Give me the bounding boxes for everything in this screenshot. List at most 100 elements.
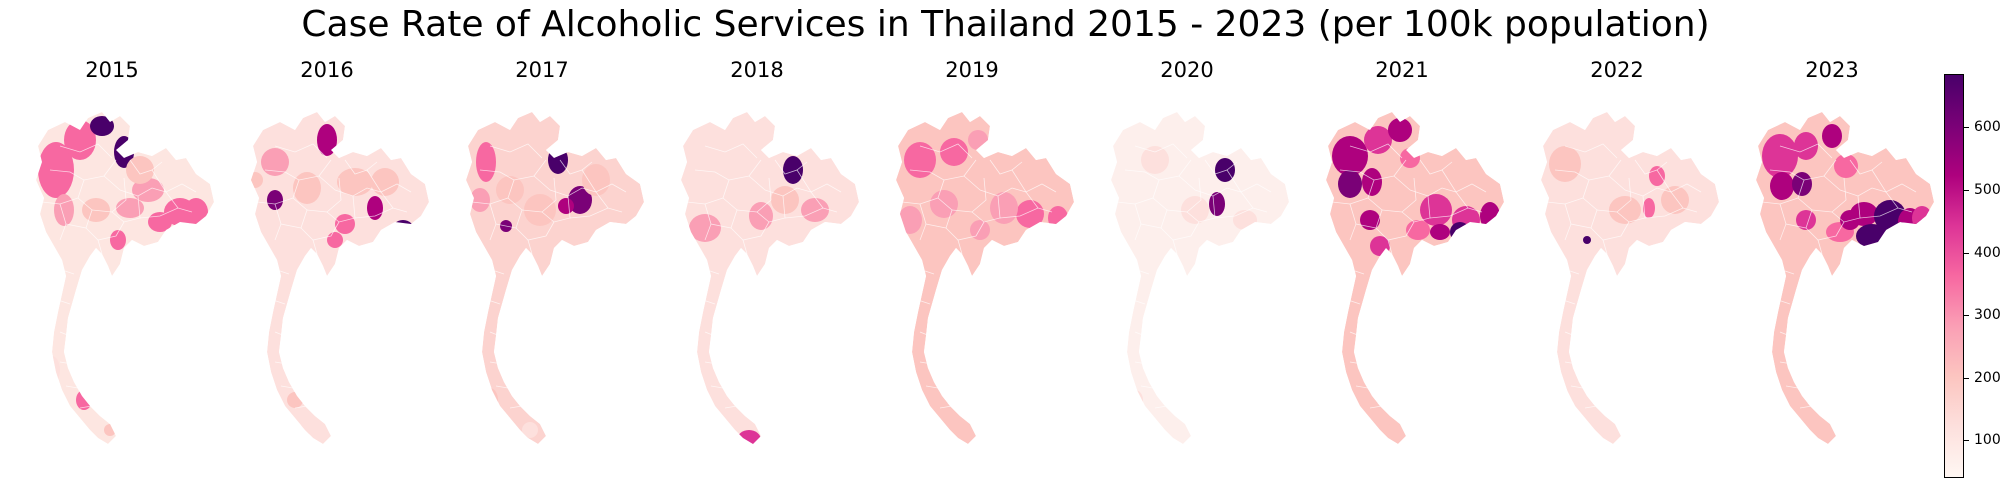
province-region [1215, 158, 1235, 182]
province-region [251, 172, 263, 188]
province-boundary [541, 195, 571, 223]
map-2021 [1326, 112, 1504, 444]
province-region [470, 188, 490, 212]
map-base-2020 [1111, 112, 1289, 444]
province-boundary [85, 221, 125, 241]
province-region [126, 156, 154, 184]
province-region [582, 164, 610, 196]
province-boundary [119, 187, 167, 197]
province-boundary [509, 405, 523, 409]
province-boundary [1194, 187, 1242, 197]
province-region [1840, 210, 1860, 230]
province-region [1770, 172, 1794, 200]
province-boundary [1339, 169, 1375, 199]
province-boundary [1124, 169, 1160, 199]
province-boundary [919, 143, 973, 159]
province-boundary [963, 159, 977, 177]
province-boundary [1885, 191, 1899, 209]
year-label-2016: 2016 [300, 58, 354, 82]
province-boundary [1596, 177, 1632, 213]
map-2019 [896, 112, 1074, 444]
province-region [558, 198, 574, 214]
province-boundary [489, 223, 497, 241]
map-2016 [251, 112, 429, 444]
province-boundary [1616, 195, 1646, 223]
province-region [54, 194, 74, 226]
province-boundary [1670, 191, 1684, 209]
colorbar-tick [1963, 253, 1969, 254]
province-boundary [1214, 207, 1268, 219]
province-boundary [139, 207, 193, 219]
province-boundary [1799, 405, 1813, 409]
province-region [990, 192, 1018, 224]
province-boundary [1369, 405, 1383, 409]
province-region [763, 452, 779, 468]
province-boundary [318, 159, 332, 177]
province-boundary [65, 385, 79, 389]
province-region [1796, 210, 1816, 230]
province-region [898, 206, 922, 234]
province-boundary [1186, 195, 1216, 223]
province-region [267, 190, 283, 210]
province-boundary [59, 223, 67, 241]
province-boundary [710, 385, 724, 389]
province-region [1412, 266, 1428, 286]
province-boundary [989, 159, 1023, 175]
province-boundary [1140, 385, 1154, 389]
province-region [1141, 146, 1169, 174]
province-region [1332, 136, 1368, 176]
province-boundary [736, 177, 772, 213]
year-label-2015: 2015 [85, 58, 139, 82]
province-boundary [1172, 239, 1178, 255]
province-boundary [971, 195, 1001, 223]
colorbar-tick-label: 600 [1974, 119, 2001, 135]
colorbar-tick [1963, 378, 1969, 379]
province-region [1912, 206, 1932, 230]
colorbar [1944, 74, 1964, 478]
year-label-2017: 2017 [515, 58, 569, 82]
province-boundary [1166, 177, 1202, 213]
map-2018 [681, 112, 859, 468]
province-boundary [1134, 143, 1188, 159]
province-region [956, 278, 976, 294]
province-boundary [742, 239, 748, 255]
year-label-2020: 2020 [1160, 58, 1214, 82]
province-boundary [1154, 405, 1168, 409]
province-boundary [925, 385, 939, 389]
colorbar-tick-label: 300 [1974, 307, 2001, 323]
province-region [337, 168, 373, 196]
province-region [1048, 206, 1068, 230]
province-boundary [1355, 385, 1369, 389]
province-region [968, 130, 988, 150]
province-boundary [97, 239, 103, 255]
page-title: Case Rate of Alcoholic Services in Thail… [301, 4, 1710, 45]
province-region [1792, 172, 1812, 196]
province-region [496, 176, 524, 204]
province-region [771, 186, 799, 214]
province-boundary [366, 169, 412, 193]
colorbar-tick [1963, 127, 1969, 128]
province-region [476, 142, 496, 182]
colorbar-tick-label: 200 [1974, 370, 2001, 386]
province-boundary [1134, 223, 1142, 241]
province-boundary [1025, 191, 1039, 209]
province-boundary [748, 159, 762, 177]
province-region [1822, 124, 1842, 148]
province-boundary [919, 223, 927, 241]
province-boundary [1401, 195, 1431, 223]
province-boundary [151, 169, 197, 193]
province-boundary [1375, 221, 1415, 241]
province-boundary [909, 169, 945, 199]
province-boundary [1779, 143, 1833, 159]
province-boundary [784, 207, 838, 219]
map-2017 [466, 112, 644, 444]
province-boundary [1644, 207, 1698, 219]
province-region [1557, 390, 1573, 410]
province-region [524, 194, 556, 226]
province-region [1384, 424, 1396, 436]
province-boundary [1387, 239, 1393, 255]
province-boundary [1831, 195, 1861, 223]
province-boundary [1590, 221, 1630, 241]
province-boundary [774, 159, 808, 175]
province-region [737, 430, 761, 444]
